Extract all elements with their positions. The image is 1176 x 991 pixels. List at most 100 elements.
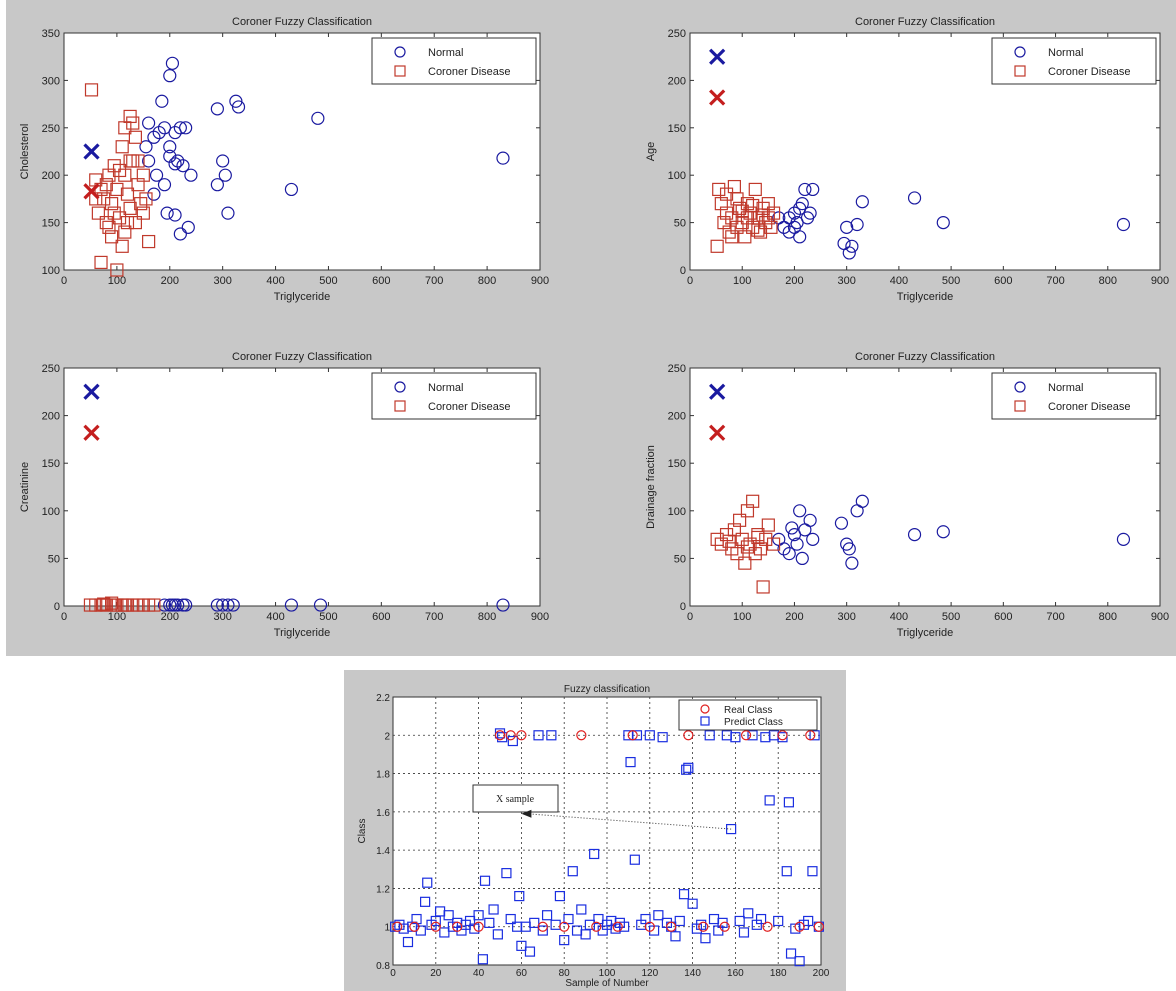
chart-title: Coroner Fuzzy Classification: [232, 16, 372, 28]
chart-title: Coroner Fuzzy Classification: [232, 351, 372, 363]
data-point-predict: [507, 735, 518, 747]
x-tick-label: 600: [994, 275, 1012, 287]
data-point-normal: [907, 527, 922, 542]
data-point-normal: [806, 182, 820, 197]
data-point-normal: [496, 151, 510, 165]
x-axis-label: Triglyceride: [274, 627, 330, 639]
data-point-normal: [777, 542, 791, 556]
x-sample-marker-normal: [83, 143, 100, 160]
data-point-predict: [683, 762, 694, 773]
data-point-normal: [793, 504, 807, 518]
y-tick-label: 150: [668, 458, 686, 470]
x-tick-label: 900: [1151, 275, 1169, 287]
y-tick-label: 350: [42, 28, 60, 40]
data-point-predict: [505, 913, 516, 925]
data-point-real: [473, 921, 484, 932]
data-point-predict: [514, 890, 525, 902]
y-tick-label: 150: [42, 458, 60, 470]
data-point-normal: [311, 111, 325, 125]
data-point-normal: [155, 94, 169, 108]
data-point-predict: [439, 927, 450, 938]
y-tick-label: 100: [668, 170, 686, 182]
x-tick-label: 100: [599, 968, 616, 979]
data-point-normal: [173, 227, 187, 241]
data-point-real: [591, 921, 602, 932]
x-tick-label: 100: [733, 275, 751, 287]
data-point-predict: [631, 730, 643, 741]
data-point-real: [762, 921, 773, 932]
data-point-predict: [644, 730, 655, 741]
data-point-disease: [722, 534, 736, 548]
x-tick-label: 500: [319, 275, 337, 287]
data-point-disease: [740, 540, 755, 554]
x-tick-label: 600: [372, 611, 390, 623]
x-tick-label: 200: [785, 611, 803, 623]
data-point-disease: [766, 206, 781, 220]
x-axis-label: Triglyceride: [897, 291, 953, 303]
legend-label: Coroner Disease: [428, 401, 511, 413]
data-point-disease: [102, 220, 116, 234]
x-tick-label: 800: [1099, 611, 1117, 623]
y-axis-label: Cholesterol: [19, 124, 31, 180]
data-point-disease: [743, 206, 757, 220]
x-tick-label: 80: [559, 968, 571, 979]
data-point-disease: [128, 216, 142, 230]
data-point-real: [644, 921, 655, 932]
data-point-disease: [719, 527, 734, 542]
x-tick-label: 300: [837, 611, 855, 623]
x-tick-label: 60: [516, 968, 528, 979]
data-point-disease: [104, 197, 119, 211]
data-point-normal: [157, 598, 172, 612]
y-tick-label: 200: [42, 170, 60, 182]
y-tick-label: 50: [674, 553, 686, 565]
data-point-disease: [97, 597, 111, 611]
data-point-disease: [139, 192, 153, 206]
data-point-predict: [696, 919, 707, 930]
data-point-disease: [110, 263, 124, 277]
data-point-real: [719, 921, 730, 932]
data-point-disease: [719, 206, 734, 220]
data-point-disease: [717, 216, 731, 230]
data-point-normal: [793, 201, 807, 215]
x-tick-label: 100: [108, 275, 126, 287]
data-point-real: [777, 730, 788, 741]
data-point-disease: [756, 208, 770, 222]
x-sample-marker-disease: [83, 183, 100, 200]
data-point-normal: [142, 154, 156, 168]
data-point-predict: [704, 730, 715, 741]
legend-label: Predict Class: [724, 717, 783, 728]
data-point-predict: [764, 795, 775, 806]
data-point-normal: [216, 598, 230, 612]
data-point-predict: [781, 866, 792, 877]
data-point-predict: [584, 919, 595, 930]
legend-marker: [700, 716, 710, 726]
data-point-normal: [157, 178, 172, 192]
legend-marker: [1014, 400, 1026, 412]
data-point-disease: [751, 223, 765, 237]
y-tick-label: 100: [42, 506, 60, 518]
data-point-normal: [1116, 532, 1131, 546]
data-point-disease: [107, 598, 121, 612]
x-tick-label: 300: [213, 611, 231, 623]
x-sample-marker-disease-stroke-b: [83, 183, 100, 200]
data-point-disease: [714, 537, 728, 551]
x-tick-label: 0: [687, 611, 693, 623]
data-point-normal: [834, 516, 849, 530]
data-point-normal: [184, 168, 198, 182]
data-point-predict: [738, 927, 750, 938]
x-tick-label: 200: [813, 968, 830, 979]
y-tick-label: 0: [680, 601, 686, 613]
legend-label: Coroner Disease: [428, 66, 511, 78]
x-axis-label: Triglyceride: [897, 627, 953, 639]
data-point-disease: [123, 201, 137, 215]
data-point-disease: [118, 598, 132, 612]
data-point-predict: [640, 913, 651, 925]
data-point-real: [813, 921, 824, 932]
data-point-disease: [756, 201, 770, 215]
data-point-real: [392, 921, 403, 932]
data-point-real: [494, 730, 506, 741]
data-point-disease: [746, 220, 760, 234]
x-tick-label: 400: [266, 611, 284, 623]
data-point-predict: [773, 915, 784, 927]
data-point-disease: [91, 206, 105, 220]
